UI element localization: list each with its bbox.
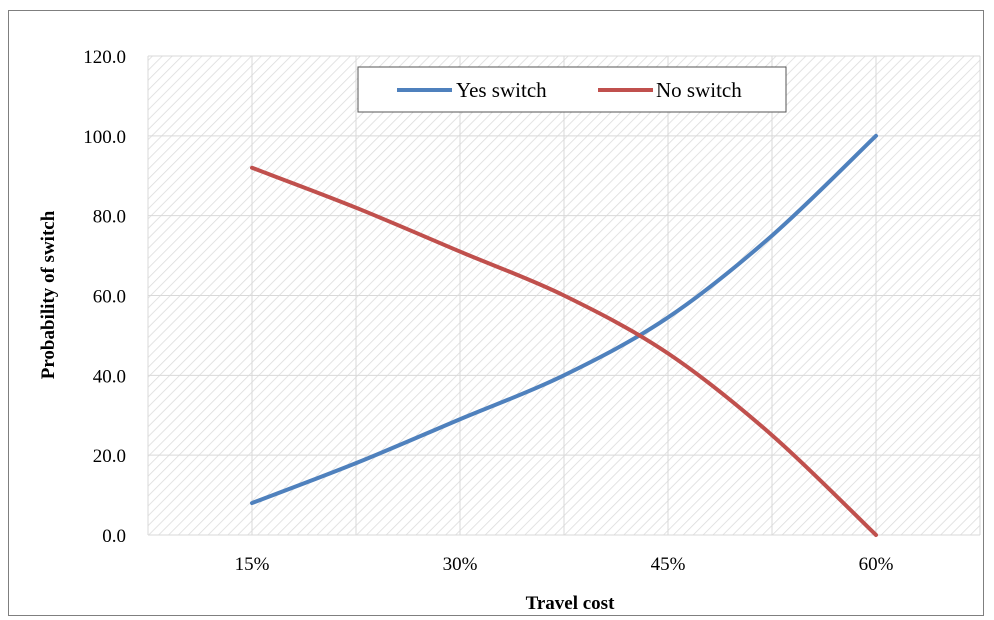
legend: Yes switch No switch <box>357 66 787 113</box>
x-tick-labels: 15% 30% 45% 60% <box>235 554 894 575</box>
y-tick-label: 80.0 <box>93 207 126 228</box>
y-tick-label: 20.0 <box>93 446 126 467</box>
y-tick-label: 40.0 <box>93 366 126 387</box>
series-lines <box>250 133 878 537</box>
y-tick-label: 60.0 <box>93 287 126 308</box>
x-tick-label: 15% <box>235 554 270 575</box>
x-tick-label: 30% <box>443 554 478 575</box>
y-tick-label: 120.0 <box>83 47 126 68</box>
series-line-yes-switch <box>250 133 878 506</box>
legend-label-yes-switch: Yes switch <box>456 78 547 102</box>
y-tick-label: 0.0 <box>102 526 126 547</box>
series-line-no-switch <box>250 165 878 537</box>
y-tick-labels: 0.0 20.0 40.0 60.0 80.0 100.0 120.0 <box>83 47 126 547</box>
legend-label-no-switch: No switch <box>656 78 742 102</box>
y-axis-title: Probability of switch <box>38 210 59 379</box>
y-tick-label: 100.0 <box>83 127 126 148</box>
gridlines <box>147 55 981 536</box>
x-tick-label: 60% <box>859 554 894 575</box>
x-axis-title: Travel cost <box>526 593 615 614</box>
x-tick-label: 45% <box>651 554 686 575</box>
